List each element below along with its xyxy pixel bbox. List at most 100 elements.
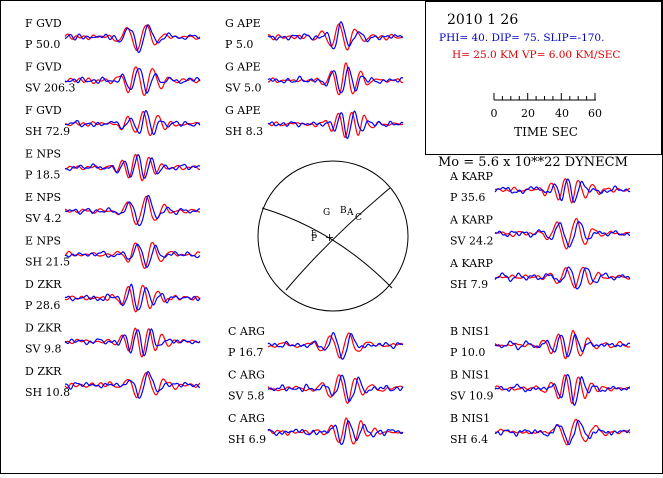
t-axis-mark: + <box>325 231 334 244</box>
station-label: A KARP <box>449 214 493 227</box>
trace-panels: F GVD P 50.0 F GVD SV 206.3 F GVD SH 72.9 E NP… <box>25 17 631 446</box>
scale-tick-label: 60 <box>588 107 602 120</box>
station-label: B NIS1 <box>450 325 490 338</box>
station-label: G APE <box>225 104 261 117</box>
phase-amplitude-label: P 5.0 <box>225 38 253 51</box>
station-label: B NIS1 <box>450 369 490 382</box>
time-scale-bar: 0 20 40 60 TIME SEC <box>491 93 602 139</box>
trace-panel: E NPS SH 21.5 <box>25 235 201 270</box>
seismic-moment: Mo = 5.6 x 10**22 DYNECM <box>438 155 628 170</box>
scale-tick-label: 0 <box>491 107 498 120</box>
synthetic-waveform <box>267 417 403 445</box>
focal-sphere-circle <box>257 160 409 312</box>
trace-panel: C ARG SH 6.9 <box>228 412 404 446</box>
station-label: D ZKR <box>25 365 62 378</box>
phase-amplitude-label: SH 10.8 <box>25 386 70 399</box>
trace-panel: G APE P 5.0 <box>225 17 404 51</box>
synthetic-waveform <box>64 111 201 137</box>
station-label: D ZKR <box>25 278 62 291</box>
phase-amplitude-label: SV 206.3 <box>25 82 75 95</box>
observed-waveform <box>267 420 404 446</box>
observed-waveform <box>494 374 630 406</box>
station-label: C ARG <box>228 369 265 382</box>
mechanism-parameters: PHI= 40. DIP= 75. SLIP=-170. <box>439 32 604 44</box>
station-mark-a: A <box>346 208 354 218</box>
station-label: E NPS <box>25 191 61 204</box>
trace-panel: D ZKR P 28.6 <box>25 278 201 313</box>
phase-amplitude-label: P 10.0 <box>450 346 485 359</box>
synthetic-waveform <box>494 266 631 289</box>
observed-waveform <box>64 283 201 311</box>
station-label: G APE <box>225 61 261 74</box>
observed-waveform <box>494 221 631 248</box>
phase-amplitude-label: P 50.0 <box>25 38 60 51</box>
trace-panel: F GVD SH 72.9 <box>25 104 201 138</box>
header-box-border <box>425 1 662 155</box>
synthetic-waveform <box>64 195 201 226</box>
trace-panel: E NPS P 18.5 <box>25 148 201 182</box>
synthetic-waveform <box>494 374 631 405</box>
observed-waveform <box>267 110 404 140</box>
trace-panel: E NPS SV 4.2 <box>25 191 201 227</box>
station-mark-e: E <box>311 229 317 238</box>
station-label: F GVD <box>25 61 62 74</box>
observed-waveform <box>64 243 201 268</box>
phase-amplitude-label: P 28.6 <box>25 299 60 312</box>
phase-amplitude-label: SV 4.2 <box>25 212 61 225</box>
phase-amplitude-label: SH 21.5 <box>25 256 70 269</box>
phase-amplitude-label: SV 24.2 <box>450 235 493 248</box>
trace-panel: D ZKR SV 9.8 <box>25 322 201 358</box>
synthetic-waveform <box>64 241 201 270</box>
focal-sphere: G B A C E P + <box>257 160 409 312</box>
observed-waveform <box>64 24 201 54</box>
observed-waveform <box>64 328 201 357</box>
phase-amplitude-label: P 18.5 <box>25 169 60 182</box>
synthetic-waveform <box>64 372 201 399</box>
synthetic-waveform <box>494 178 631 204</box>
synthetic-waveform <box>64 66 201 97</box>
phase-amplitude-label: SH 6.9 <box>228 433 266 446</box>
observed-waveform <box>267 66 404 94</box>
observed-waveform <box>494 334 631 358</box>
observed-waveform <box>494 178 631 204</box>
p-axis-mark: P <box>311 234 317 244</box>
station-label: A KARP <box>449 257 493 270</box>
observed-waveform <box>267 332 404 360</box>
station-label: D ZKR <box>25 322 62 335</box>
trace-panel: D ZKR SH 10.8 <box>25 365 201 399</box>
station-mark-c: C <box>355 213 362 223</box>
phase-amplitude-label: SH 72.9 <box>25 125 70 138</box>
trace-panel: G APE SV 5.0 <box>225 61 404 96</box>
synthetic-waveform <box>64 327 201 358</box>
nodal-plane-2 <box>285 187 391 291</box>
event-date: 2010 1 26 <box>447 12 518 28</box>
trace-panel: B NIS1 SH 6.4 <box>450 412 631 446</box>
phase-amplitude-label: SH 6.4 <box>450 433 488 446</box>
trace-panel: B NIS1 SV 10.9 <box>450 369 631 406</box>
trace-panel: G APE SH 8.3 <box>225 104 404 140</box>
scale-tick-label: 40 <box>555 107 569 120</box>
phase-amplitude-label: P 35.6 <box>450 191 485 204</box>
station-label: E NPS <box>25 148 61 161</box>
trace-panel: A KARP SH 7.9 <box>449 257 631 291</box>
station-label: F GVD <box>25 17 62 30</box>
synthetic-waveform <box>495 418 631 446</box>
scale-label: TIME SEC <box>514 125 578 139</box>
phase-amplitude-label: P 16.7 <box>228 346 263 359</box>
trace-panel: B NIS1 P 10.0 <box>450 325 631 360</box>
observed-waveform <box>268 374 404 402</box>
synthetic-waveform <box>64 153 200 182</box>
observed-waveform <box>64 194 201 227</box>
observed-waveform <box>267 21 404 50</box>
header-box: 2010 1 26 PHI= 40. DIP= 75. SLIP=-170. H… <box>425 1 662 155</box>
scale-minor-ticks <box>493 93 596 100</box>
station-label: C ARG <box>228 325 265 338</box>
observed-waveform <box>64 67 201 94</box>
phase-amplitude-label: SH 7.9 <box>450 278 488 291</box>
station-label: A KARP <box>449 170 493 183</box>
depth-velocity: H= 25.0 KM VP= 6.00 KM/SEC <box>452 49 620 61</box>
observed-waveform <box>64 153 201 179</box>
phase-amplitude-label: SV 5.8 <box>228 390 264 403</box>
trace-panel: F GVD P 50.0 <box>25 17 201 54</box>
